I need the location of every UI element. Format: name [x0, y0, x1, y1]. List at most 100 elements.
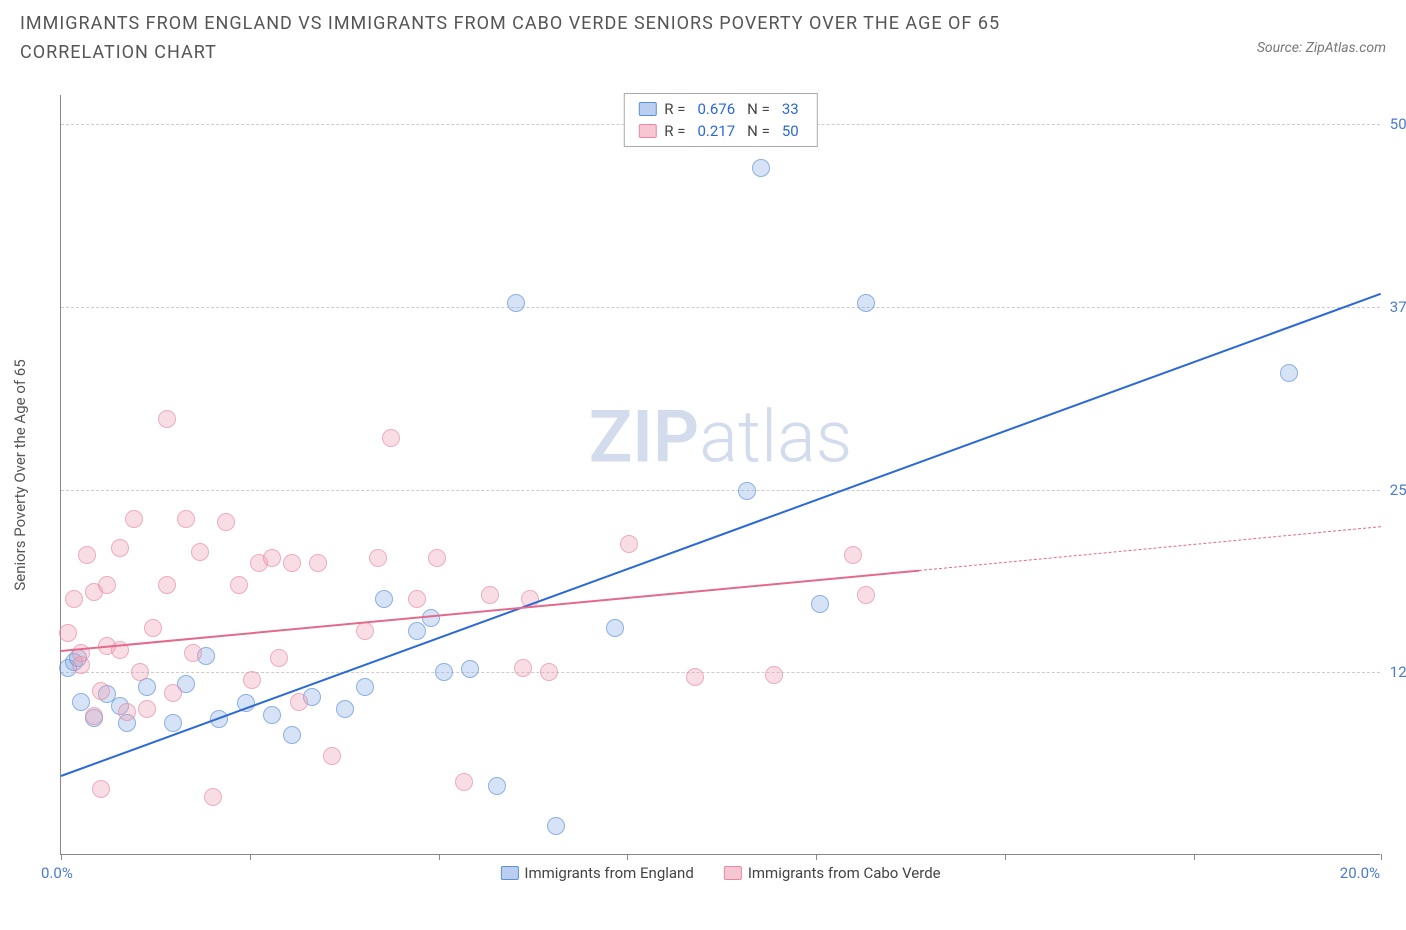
data-point	[59, 624, 77, 642]
trendline-caboverde-extrapolated	[919, 526, 1381, 571]
legend-row-blue: R = 0.676 N = 33	[638, 100, 802, 118]
gridline	[61, 307, 1380, 308]
data-point	[455, 773, 473, 791]
data-point	[844, 546, 862, 564]
data-point	[283, 726, 301, 744]
data-point	[158, 576, 176, 594]
trendline-caboverde	[61, 570, 919, 652]
data-point	[461, 660, 479, 678]
data-point	[540, 663, 558, 681]
x-tick	[439, 854, 440, 860]
r-value-pink: 0.217	[697, 122, 735, 140]
y-tick-label: 12.5%	[1380, 663, 1406, 681]
watermark-atlas: atlas	[699, 394, 852, 479]
data-point	[369, 549, 387, 567]
data-point	[164, 714, 182, 732]
r-value-blue: 0.676	[697, 100, 735, 118]
x-axis-max-label: 20.0%	[1340, 864, 1380, 882]
data-point	[481, 586, 499, 604]
data-point	[290, 693, 308, 711]
data-point	[263, 706, 281, 724]
data-point	[98, 576, 116, 594]
data-point	[270, 649, 288, 667]
legend-swatch-pink	[638, 124, 656, 138]
bottom-legend-caboverde: Immigrants from Cabo Verde	[724, 864, 941, 882]
data-point	[620, 535, 638, 553]
r-label: R =	[664, 122, 685, 140]
y-tick-label: 25.0%	[1380, 481, 1406, 499]
data-point	[92, 780, 110, 798]
data-point	[507, 294, 525, 312]
data-point	[811, 595, 829, 613]
data-point	[243, 671, 261, 689]
data-point	[336, 700, 354, 718]
n-label: N =	[747, 122, 770, 140]
plot-area: ZIPatlas R = 0.676 N = 33 R = 0.217 N = …	[60, 95, 1380, 855]
data-point	[606, 619, 624, 637]
data-point	[765, 666, 783, 684]
data-point	[514, 659, 532, 677]
data-point	[1280, 364, 1298, 382]
source-attribution: Source: ZipAtlas.com	[1257, 40, 1386, 56]
x-axis-min-label: 0.0%	[41, 864, 73, 882]
x-tick	[1005, 854, 1006, 860]
x-tick	[1194, 854, 1195, 860]
n-label: N =	[747, 100, 770, 118]
data-point	[65, 590, 83, 608]
data-point	[547, 817, 565, 835]
x-tick	[1381, 854, 1382, 860]
data-point	[191, 543, 209, 561]
data-point	[738, 482, 756, 500]
data-point	[85, 707, 103, 725]
data-point	[184, 644, 202, 662]
n-value-blue: 33	[782, 100, 799, 118]
r-label: R =	[664, 100, 685, 118]
chart-title: IMMIGRANTS FROM ENGLAND VS IMMIGRANTS FR…	[20, 10, 1120, 68]
data-point	[857, 586, 875, 604]
data-point	[158, 410, 176, 428]
data-point	[177, 510, 195, 528]
bottom-legend: Immigrants from England Immigrants from …	[500, 864, 940, 882]
watermark-zip: ZIP	[589, 394, 699, 479]
x-tick	[816, 854, 817, 860]
data-point	[408, 622, 426, 640]
data-point	[857, 294, 875, 312]
bottom-legend-england: Immigrants from England	[500, 864, 693, 882]
y-tick-label: 37.5%	[1380, 298, 1406, 316]
data-point	[435, 663, 453, 681]
data-point	[230, 576, 248, 594]
data-point	[72, 693, 90, 711]
data-point	[283, 554, 301, 572]
data-point	[323, 747, 341, 765]
x-tick	[627, 854, 628, 860]
chart-container: Seniors Poverty Over the Age of 65 ZIPat…	[60, 95, 1380, 855]
data-point	[309, 554, 327, 572]
x-tick	[61, 854, 62, 860]
data-point	[131, 663, 149, 681]
bottom-legend-label: Immigrants from England	[524, 864, 693, 882]
data-point	[92, 682, 110, 700]
data-point	[263, 549, 281, 567]
data-point	[428, 549, 446, 567]
data-point	[356, 622, 374, 640]
data-point	[408, 590, 426, 608]
data-point	[204, 788, 222, 806]
data-point	[375, 590, 393, 608]
legend-swatch-pink	[724, 866, 742, 880]
bottom-legend-label: Immigrants from Cabo Verde	[748, 864, 941, 882]
data-point	[78, 546, 96, 564]
data-point	[144, 619, 162, 637]
legend-row-pink: R = 0.217 N = 50	[638, 122, 802, 140]
trendline-england	[61, 292, 1382, 776]
watermark: ZIPatlas	[589, 394, 853, 479]
data-point	[752, 159, 770, 177]
legend-swatch-blue	[638, 102, 656, 116]
data-point	[422, 609, 440, 627]
data-point	[118, 703, 136, 721]
data-point	[686, 668, 704, 686]
legend-stats: R = 0.676 N = 33 R = 0.217 N = 50	[623, 93, 817, 147]
n-value-pink: 50	[782, 122, 799, 140]
data-point	[164, 684, 182, 702]
data-point	[488, 777, 506, 795]
header: IMMIGRANTS FROM ENGLAND VS IMMIGRANTS FR…	[0, 0, 1406, 68]
